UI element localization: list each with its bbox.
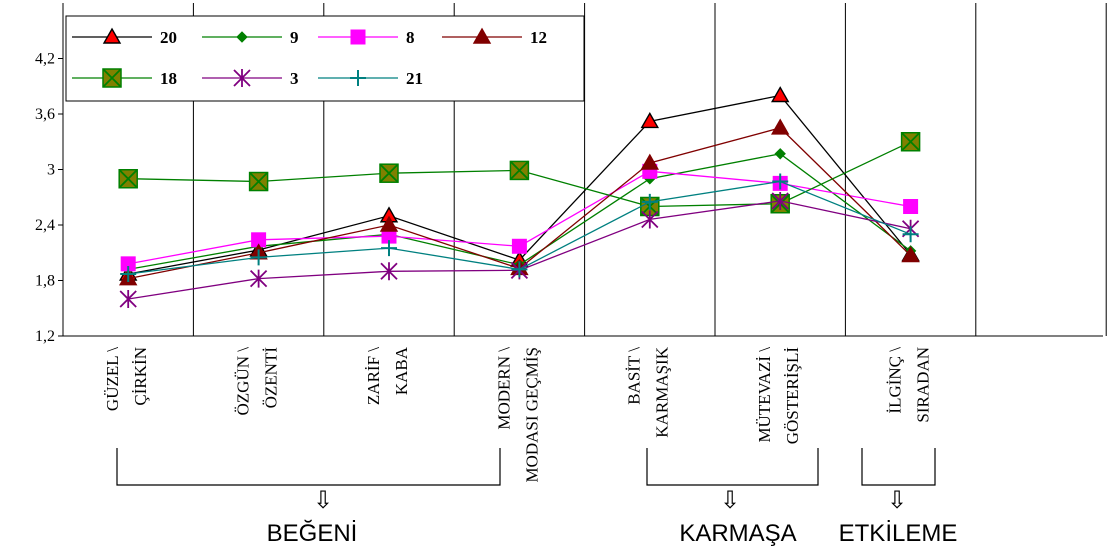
down-arrow-icon: ⇩ [720, 487, 740, 514]
y-tick-label: 3,6 [35, 106, 55, 123]
data-point [380, 262, 398, 281]
data-point [902, 226, 919, 243]
data-point [640, 153, 660, 170]
legend-item-3: 3 [202, 69, 299, 88]
legend-marker [350, 70, 366, 86]
y-tick-label: 3 [47, 162, 55, 179]
data-point [641, 193, 658, 210]
legend-item-12: 12 [442, 27, 547, 47]
data-point [640, 111, 660, 129]
down-arrow-icon: ⇩ [313, 487, 333, 514]
data-point [379, 163, 399, 183]
category-label: KARMAŞIK [653, 346, 672, 437]
data-point [509, 160, 530, 181]
data-point [120, 266, 137, 283]
data-point [511, 261, 528, 278]
group-2: ⇩ KARMAŞA [646, 448, 819, 547]
data-point [381, 240, 397, 257]
category-label: SIRADAN [914, 347, 933, 423]
legend-label: 8 [406, 28, 415, 47]
data-point [119, 290, 137, 308]
group-label: KARMAŞA [679, 520, 796, 547]
legend-item-18: 18 [72, 68, 177, 88]
series-layer [118, 86, 921, 308]
group-1: ⇩ BEĞENİ [116, 448, 501, 547]
data-point [770, 118, 790, 135]
legend-marker [350, 29, 366, 45]
category-labels: GÜZEL \ ÇİRKİN ÖZGÜN \ ÖZENTİ ZARİF \ KABA MOD… [103, 346, 932, 482]
legend-item-21: 21 [318, 69, 423, 88]
legend-label: 21 [406, 69, 423, 88]
series-18 [118, 132, 921, 217]
legend-label: 3 [290, 69, 299, 88]
group-brackets: ⇩ BEĞENİ ⇩ KARMAŞA ⇩ ETKİLEME [116, 448, 958, 547]
category-label: ÖZGÜN \ [234, 347, 253, 416]
legend-label: 20 [160, 28, 177, 47]
data-point [511, 238, 527, 254]
legend-item-8: 8 [318, 28, 415, 47]
group-bracket [646, 448, 819, 486]
legend-item-20: 20 [72, 27, 177, 47]
legend-marker [233, 69, 251, 87]
legend-marker [472, 27, 492, 44]
data-point [772, 173, 789, 190]
group-label: ETKİLEME [839, 520, 958, 547]
legend: 20 9 8 12 18 3 21 [65, 15, 585, 102]
category-label: KABA [392, 346, 411, 395]
group-bracket [861, 448, 936, 486]
group-bracket [116, 448, 501, 486]
data-point [900, 132, 921, 152]
legend-marker [236, 31, 248, 43]
group-3: ⇩ ETKİLEME [839, 448, 958, 547]
category-label: ÖZENTİ [262, 347, 281, 409]
data-point [250, 249, 267, 266]
data-point [901, 246, 920, 263]
category-label: BASİT \ [625, 347, 644, 405]
category-label: MODASI GEÇMİŞ [522, 347, 541, 483]
category-label: GÖSTERİŞLİ [783, 347, 802, 445]
category-label: MÜTEVAZİ \ [755, 347, 774, 443]
group-label: BEĞENİ [267, 520, 358, 547]
category-label: İLGİNÇ \ [886, 347, 905, 414]
category-label: ÇİRKİN [131, 347, 150, 406]
data-point [771, 191, 789, 210]
category-label: MODERN \ [494, 347, 513, 430]
y-tick-label: 1,8 [35, 273, 55, 290]
legend-marker [102, 68, 122, 88]
data-point [248, 171, 269, 192]
category-label: ZARİF \ [364, 347, 383, 405]
y-tick-label: 1,2 [35, 328, 55, 345]
data-point [903, 199, 919, 214]
legend-item-9: 9 [202, 28, 299, 47]
legend-label: 18 [160, 69, 177, 88]
down-arrow-icon: ⇩ [887, 487, 907, 514]
data-point [249, 269, 268, 288]
data-point [770, 86, 790, 103]
legend-label: 12 [530, 28, 547, 47]
y-tick-label: 4,2 [35, 51, 55, 68]
y-axis-ticks: 1,2 1,8 2,4 3 3,6 4,2 [35, 51, 63, 345]
y-tick-label: 2,4 [35, 217, 55, 234]
data-point [774, 148, 786, 160]
data-point [118, 169, 138, 189]
legend-box [65, 15, 585, 102]
series-21 [120, 173, 919, 283]
legend-label: 9 [290, 28, 299, 47]
data-point [379, 215, 399, 232]
legend-marker [102, 27, 122, 44]
category-label: GÜZEL \ [103, 347, 122, 411]
data-point [641, 210, 659, 229]
